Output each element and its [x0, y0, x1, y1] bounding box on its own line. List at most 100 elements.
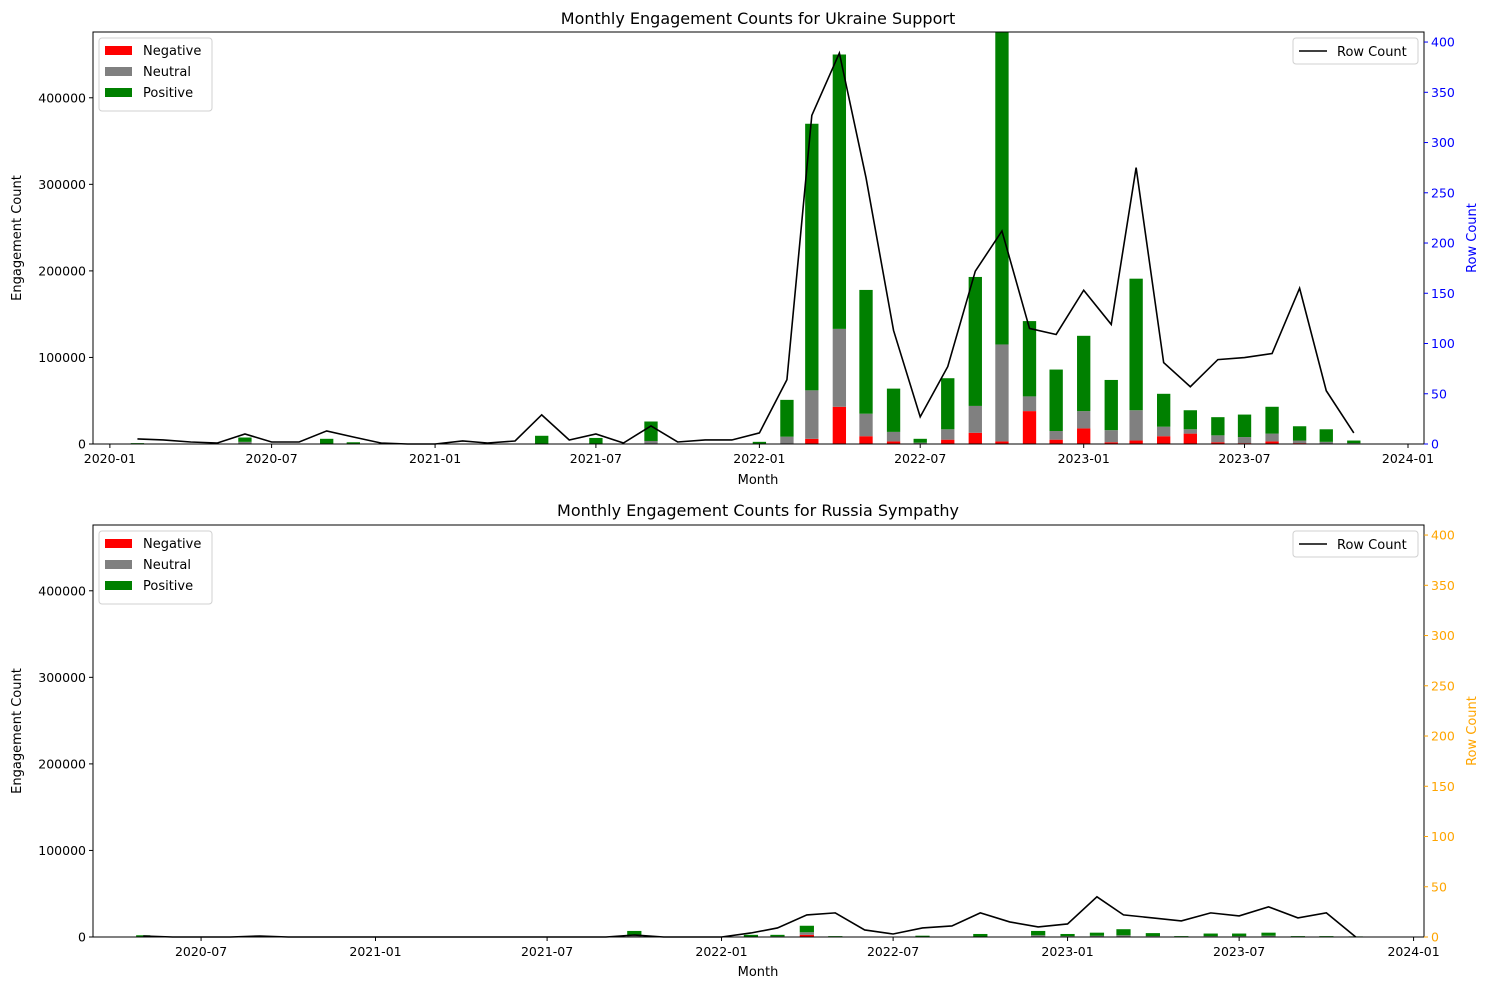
- bar-negative: [805, 438, 819, 444]
- legend-box: [1292, 37, 1419, 65]
- bar-positive: [1145, 933, 1160, 937]
- row-count-line-group: [143, 895, 1357, 938]
- bar-positive: [913, 438, 927, 443]
- bar-neutral: [1116, 935, 1131, 937]
- x-tick-label: 2023-01: [1058, 451, 1110, 466]
- bar-negative: [799, 934, 814, 937]
- sentiment-legend: Negative Neutral Positive: [98, 37, 213, 112]
- x-tick-label: 2023-07: [1218, 451, 1270, 466]
- y2-tick-label: 300: [1431, 135, 1455, 150]
- plot-frame: [92, 524, 1425, 938]
- x-tick-label: 2020-01: [84, 451, 136, 466]
- russia-sympathy-chart: Monthly Engagement Counts for Russia Sym…: [10, 501, 1480, 980]
- row-count-line: [143, 895, 1357, 938]
- bar-negative: [941, 439, 955, 444]
- y-axis-label: Engagement Count: [10, 175, 25, 301]
- bar-neutral: [780, 436, 794, 444]
- bar-positive: [1319, 936, 1334, 937]
- bar-neutral: [1319, 441, 1333, 444]
- row-count-legend: Row Count: [1292, 37, 1419, 65]
- bar-negative: [1183, 433, 1197, 444]
- bar-positive: [770, 934, 785, 937]
- row-count-legend: Row Count: [1292, 530, 1419, 558]
- legend-swatch-neutral: [105, 560, 132, 569]
- y-axis-label: Engagement Count: [10, 668, 25, 794]
- y-tick-label: 400000: [38, 583, 86, 598]
- row-count-line-group: [137, 50, 1355, 445]
- bar-negative: [1265, 441, 1279, 444]
- bar-positive: [1174, 936, 1189, 937]
- bar-neutral: [1261, 935, 1276, 937]
- y2-tick-label: 350: [1431, 85, 1455, 100]
- x-tick-label: 2021-07: [570, 451, 622, 466]
- bar-positive: [1211, 417, 1225, 436]
- x-axis-label: Month: [738, 965, 779, 980]
- y2-tick-label: 300: [1431, 628, 1455, 643]
- y2-tick-label: 0: [1431, 930, 1439, 945]
- y-tick-label: 0: [78, 437, 86, 452]
- bar-neutral: [1157, 426, 1171, 437]
- bars-group: [136, 925, 1363, 937]
- x-tick-label: 2021-01: [409, 451, 461, 466]
- row-count-line: [137, 50, 1355, 445]
- bar-negative: [995, 441, 1009, 444]
- y-tick-label: 100000: [38, 350, 86, 365]
- bar-positive: [1060, 933, 1075, 937]
- bar-positive: [1104, 379, 1118, 431]
- bar-negative: [1104, 442, 1118, 444]
- bar-positive: [743, 934, 759, 937]
- y2-tick-label: 100: [1431, 829, 1455, 844]
- bar-positive: [535, 435, 549, 444]
- bar-positive: [1129, 278, 1143, 411]
- bar-positive: [832, 54, 847, 329]
- y-tick-label: 100000: [38, 843, 86, 858]
- bar-positive: [828, 936, 843, 937]
- bar-positive: [1265, 406, 1279, 434]
- legend-box: [1292, 530, 1419, 558]
- x-tick-label: 2022-01: [695, 944, 747, 959]
- bar-negative: [859, 436, 873, 444]
- legend-swatch-neutral: [105, 67, 132, 76]
- bar-positive: [136, 935, 151, 937]
- bar-positive: [320, 438, 334, 444]
- bar-positive: [1261, 932, 1276, 936]
- bar-neutral: [1232, 936, 1247, 937]
- bar-neutral: [859, 413, 873, 437]
- bar-negative: [1077, 428, 1091, 444]
- bar-positive: [941, 378, 955, 430]
- bar-positive: [346, 442, 360, 444]
- bar-neutral: [913, 442, 927, 444]
- legend-swatch-negative: [105, 46, 132, 55]
- x-tick-label: 2021-07: [521, 944, 573, 959]
- bar-neutral: [1237, 437, 1252, 444]
- x-tick-label: 2022-07: [894, 451, 946, 466]
- legend-label-positive: Positive: [143, 86, 193, 101]
- ukraine-support-chart: Monthly Engagement Counts for Ukraine Su…: [10, 9, 1480, 488]
- bar-negative: [1211, 442, 1225, 444]
- x-axis-label: Month: [738, 473, 779, 488]
- bar-positive: [1347, 440, 1361, 444]
- y2-tick-label: 0: [1431, 437, 1439, 452]
- bar-positive: [1237, 414, 1252, 438]
- y2-tick-label: 50: [1431, 386, 1447, 401]
- y2-tick-label: 50: [1431, 879, 1447, 894]
- y2-tick-label: 400: [1431, 528, 1455, 543]
- legend-label-neutral: Neutral: [143, 65, 191, 80]
- chart-title: Monthly Engagement Counts for Russia Sym…: [557, 501, 959, 520]
- sentiment-legend: Negative Neutral Positive: [98, 530, 213, 605]
- bar-positive: [1022, 321, 1037, 397]
- y-tick-label: 200000: [38, 756, 86, 771]
- y2-axis-label: Row Count: [1465, 203, 1480, 273]
- x-tick-label: 2022-07: [867, 944, 919, 959]
- legend-label-neutral: Neutral: [143, 558, 191, 573]
- bar-neutral: [886, 431, 901, 442]
- legend-swatch-negative: [105, 539, 132, 548]
- legend-label-negative: Negative: [143, 537, 201, 552]
- bar-positive: [1049, 369, 1063, 432]
- bar-neutral: [1104, 430, 1118, 443]
- bar-neutral: [1031, 935, 1046, 937]
- bar-neutral: [1049, 431, 1063, 440]
- bar-neutral: [1183, 429, 1197, 434]
- x-tick-label: 2022-01: [733, 451, 785, 466]
